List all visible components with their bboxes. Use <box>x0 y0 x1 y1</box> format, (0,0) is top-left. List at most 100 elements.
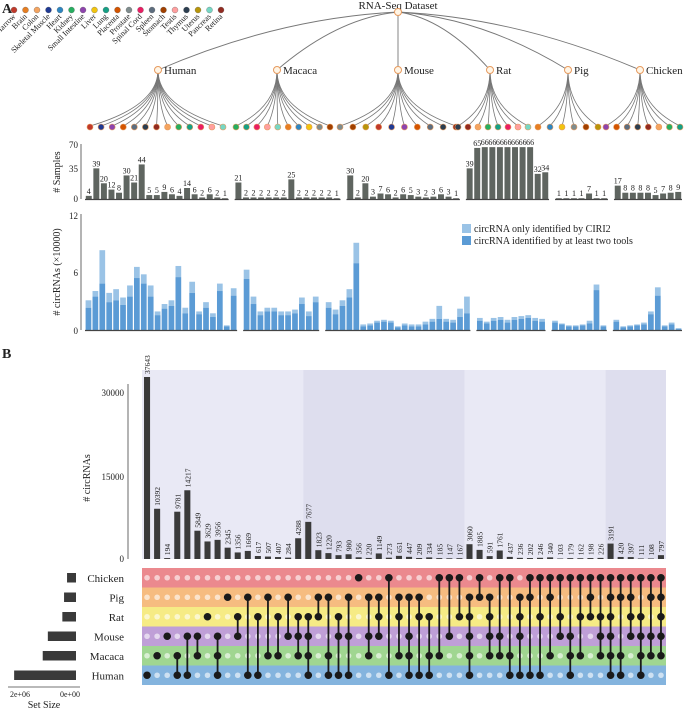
upset-bar-label: 246 <box>536 543 545 555</box>
circrna-bar-multi <box>360 326 367 330</box>
sample-bar <box>392 197 399 199</box>
upset-bar <box>315 550 322 559</box>
tissue-dot <box>217 6 225 14</box>
tissue-leaf-node <box>108 123 116 131</box>
tissue-leaf-node <box>644 123 652 131</box>
circrna-bar-ciri2 <box>325 302 332 308</box>
circrna-bar-ciri2 <box>127 285 133 297</box>
circrna-bar-multi <box>278 315 285 330</box>
sample-bar-label: 12 <box>107 181 115 190</box>
sample-bar-label: 8 <box>669 184 673 193</box>
circrna-bar-ciri2 <box>346 289 353 298</box>
sample-bar <box>400 194 407 199</box>
circrna-bar-ciri2 <box>278 311 285 316</box>
tissue-leaf-node <box>349 123 357 131</box>
matrix-dot-filled <box>596 651 605 660</box>
matrix-dot-empty <box>194 672 201 679</box>
upset-bar <box>375 553 382 559</box>
circrna-bar-multi <box>285 315 291 330</box>
matrix-dot-empty <box>365 672 372 679</box>
circrna-bar-ciri2 <box>627 325 633 327</box>
circrna-ylabel: # circRNAs (×10000) <box>52 228 63 315</box>
matrix-dot-filled <box>657 573 665 582</box>
sample-bar <box>168 194 175 199</box>
tissue-leaf-node <box>558 123 566 131</box>
tissue-leaf-node <box>504 123 512 131</box>
samples-ytick-70: 70 <box>69 140 79 150</box>
sample-bar <box>116 192 122 199</box>
sample-bar <box>445 196 452 199</box>
matrix-dot-empty <box>164 613 170 620</box>
tissue-leaf-node <box>186 123 194 131</box>
sample-bar <box>362 183 369 199</box>
matrix-dot-filled <box>626 632 635 641</box>
sample-bar-label: 8 <box>117 184 121 193</box>
sample-bar <box>652 195 659 199</box>
tissue-dot <box>56 6 64 14</box>
circrna-bar-ciri2 <box>539 318 545 322</box>
matrix-dot-filled <box>455 573 464 582</box>
matrix-dot-filled <box>405 671 413 680</box>
circrna-bar-ciri2 <box>572 325 579 327</box>
matrix-dot-filled <box>506 651 514 660</box>
matrix-dot-empty <box>154 613 160 620</box>
matrix-dot-empty <box>174 594 181 601</box>
sample-bar <box>288 179 295 199</box>
upset-bar-label: 147 <box>445 544 454 556</box>
upset-bar <box>285 557 292 559</box>
upset-bar-label: 437 <box>506 542 515 554</box>
tissue-leaf-node <box>142 123 149 131</box>
matrix-dot-empty <box>466 574 473 581</box>
circrna-bar-ciri2 <box>490 317 497 321</box>
circrna-bar-multi <box>374 322 380 330</box>
matrix-dot-filled <box>485 632 494 641</box>
circrna-bar-multi <box>182 313 189 330</box>
circrna-bar-multi <box>661 326 668 330</box>
matrix-dot-filled <box>324 593 333 602</box>
upset-bar-label: 1669 <box>244 533 253 548</box>
circrna-bar-multi <box>305 316 312 330</box>
upset-bar <box>275 557 282 559</box>
tissue-leaf-node <box>594 123 602 131</box>
matrix-dot-filled <box>405 593 413 602</box>
matrix-dot-filled <box>294 651 302 660</box>
tissue-leaf-node <box>119 123 127 131</box>
circrna-bar-ciri2 <box>374 320 380 323</box>
circrna-bar-multi <box>675 329 682 330</box>
matrix-dot-filled <box>566 651 575 660</box>
sample-bar <box>645 192 651 199</box>
matrix-dot-filled <box>294 612 302 621</box>
sample-bar-label: 2 <box>304 188 308 197</box>
circrna-bar-ciri2 <box>504 319 511 323</box>
circrna-bar-ciri2 <box>285 311 291 316</box>
circrna-bar-multi <box>353 263 360 330</box>
tissue-dot <box>68 6 75 14</box>
circrna-bar-ciri2 <box>367 323 373 326</box>
upset-ytick-15000: 15000 <box>102 472 125 482</box>
tissue-dot <box>33 6 41 14</box>
matrix-dot-filled <box>294 632 302 641</box>
matrix-dot-filled <box>304 632 313 641</box>
matrix-dot-empty <box>355 672 362 679</box>
matrix-dot-filled <box>244 671 252 680</box>
sample-bar <box>453 198 460 199</box>
sample-bar-label: 5 <box>147 186 151 195</box>
upset-bar <box>395 555 402 559</box>
matrix-dot-filled <box>475 593 484 602</box>
matrix-dot-empty <box>436 672 443 679</box>
tree-edge-leaf <box>549 69 569 127</box>
matrix-dot-filled <box>596 612 605 621</box>
sample-bar-label: 66 <box>481 138 489 147</box>
matrix-dot-filled <box>637 632 645 641</box>
tissue-leaf-node <box>326 123 334 131</box>
circrna-bar-multi <box>332 314 339 330</box>
upset-bar-label: 507 <box>264 542 273 554</box>
tissue-leaf-node <box>613 123 620 131</box>
circrna-bar-multi <box>572 326 579 330</box>
circrna-bar-multi <box>457 317 463 330</box>
tissue-leaf-node <box>582 123 590 131</box>
upset-bar-label: 1885 <box>476 532 485 547</box>
upset-bar <box>466 544 473 559</box>
sample-bar <box>629 192 636 199</box>
circrna-ytick-12: 12 <box>69 211 78 221</box>
